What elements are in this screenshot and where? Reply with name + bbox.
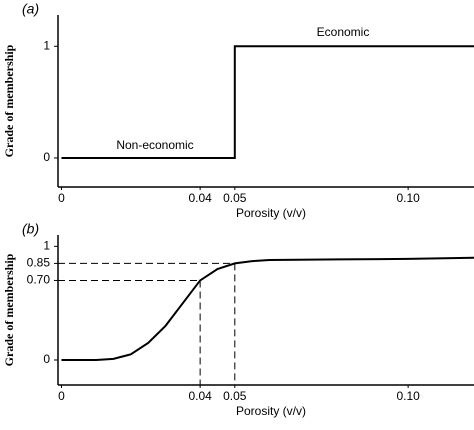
x-tick-label: 0.04 xyxy=(188,191,212,205)
y-tick-label: 1 xyxy=(43,38,50,52)
y-tick-label: 0.85 xyxy=(27,256,51,270)
panel-label: (a) xyxy=(22,1,39,17)
x-axis-label: Porosity (v/v) xyxy=(236,404,306,418)
line xyxy=(61,256,474,361)
y-axis-label: Grade of membership xyxy=(2,44,16,157)
x-axis-label: Porosity (v/v) xyxy=(236,206,306,220)
y-tick-label: 0 xyxy=(43,352,50,366)
x-tick-label: 0 xyxy=(58,389,65,403)
y-axis-label: Grade of membership xyxy=(2,253,16,366)
x-tick-label: 0.05 xyxy=(223,191,247,205)
x-tick-label: 0.10 xyxy=(396,191,420,205)
annotation: Economic xyxy=(317,25,370,39)
y-tick-label: 1 xyxy=(43,239,50,253)
x-tick-label: 0.10 xyxy=(396,389,420,403)
x-tick-label: 0.05 xyxy=(223,389,247,403)
annotation: Non-economic xyxy=(116,138,193,152)
x-tick-label: 0 xyxy=(58,191,65,205)
x-tick-label: 0.04 xyxy=(188,389,212,403)
panel-label: (b) xyxy=(22,221,39,237)
y-tick-label: 0.70 xyxy=(27,273,51,287)
line xyxy=(61,45,474,159)
y-tick-label: 0 xyxy=(43,150,50,164)
